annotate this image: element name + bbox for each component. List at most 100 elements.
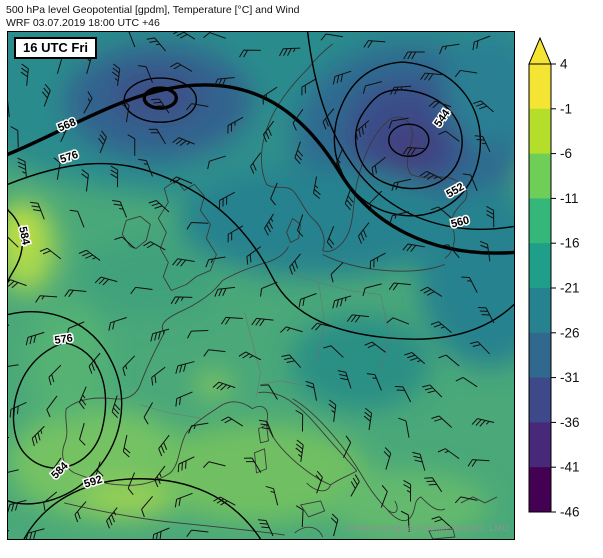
wind-barb — [130, 286, 153, 295]
wind-barb — [330, 513, 339, 537]
wind-barb — [111, 395, 121, 419]
wind-barb — [205, 256, 226, 268]
wind-barb — [355, 120, 370, 140]
wind-barb — [430, 321, 452, 333]
wind-barb — [424, 477, 443, 493]
wind-barb — [138, 65, 153, 83]
wind-barb — [83, 91, 93, 114]
wind-barb — [389, 211, 409, 224]
wind-barb — [388, 282, 411, 291]
wind-barb — [486, 206, 495, 228]
wind-barb — [257, 519, 274, 537]
wind-barb — [175, 361, 195, 374]
bold-geopotential-contour — [8, 83, 514, 255]
wind-barb — [472, 35, 491, 51]
wind-barb — [175, 391, 193, 407]
wind-barb — [9, 401, 27, 418]
wind-barb — [8, 279, 27, 289]
wind-barb — [344, 187, 354, 211]
colorbar-segment — [529, 64, 551, 110]
wind-barb — [186, 103, 209, 111]
colorbar-segment — [529, 108, 551, 155]
wind-barb — [60, 119, 69, 142]
wind-barb — [330, 262, 344, 283]
contour-label: 584 — [16, 226, 32, 247]
wind-barb — [212, 381, 236, 391]
wind-barb — [313, 176, 321, 199]
colorbar-tick-label: -11 — [560, 191, 579, 206]
wind-barb — [337, 370, 352, 389]
wind-barb — [187, 329, 209, 339]
wind-barb — [17, 157, 28, 179]
wind-barb — [280, 326, 303, 333]
wind-barb — [154, 465, 166, 488]
wind-barb — [428, 100, 452, 109]
wind-barb — [127, 472, 136, 496]
wind-barb — [148, 128, 166, 145]
wind-barb — [289, 253, 301, 275]
wind-barb — [8, 364, 19, 376]
wind-barb — [403, 51, 425, 60]
wind-barb — [455, 377, 478, 388]
wind-barb — [146, 37, 166, 52]
wind-barb — [69, 209, 85, 228]
wind-barb — [438, 130, 460, 142]
wind-barb — [279, 47, 301, 57]
map-area: 568 576 584 576 584 592 544 552 560 16 UTC Fri ©… — [7, 31, 515, 540]
wind-barb — [170, 62, 193, 72]
wind-barb — [243, 457, 262, 473]
wind-barb — [207, 155, 226, 170]
wind-barb — [437, 448, 460, 460]
wind-barb — [301, 78, 317, 96]
wind-barb — [454, 496, 478, 504]
colorbar-segment — [529, 422, 551, 468]
wind-barb — [295, 505, 304, 527]
wind-barb — [10, 126, 19, 148]
wind-barb — [79, 422, 86, 446]
wind-barb — [43, 491, 58, 511]
wind-barb — [398, 417, 410, 438]
wind-barb — [122, 355, 136, 377]
wind-barb — [270, 182, 278, 206]
temperature-field — [8, 32, 514, 539]
wind-barb — [440, 244, 460, 259]
wind-barb — [298, 293, 317, 308]
wind-barb — [188, 422, 209, 434]
wind-barb — [88, 352, 101, 374]
wind-barb — [363, 40, 386, 48]
wind-barb — [98, 130, 107, 154]
wind-barb — [250, 152, 262, 174]
wind-barb — [477, 306, 495, 324]
wind-barbs — [8, 32, 495, 539]
wind-barb — [8, 499, 27, 513]
watermark: © Meteorological Institute Munich, LMU — [344, 523, 509, 533]
wind-barb — [186, 222, 209, 230]
wind-barb — [371, 156, 386, 176]
wind-barb — [150, 328, 170, 342]
wind-barb — [357, 222, 370, 244]
wind-barb — [420, 286, 443, 297]
colorbar-tick-label: -21 — [560, 281, 580, 296]
wind-barb — [94, 276, 118, 286]
wind-barb — [474, 135, 491, 153]
colorbar: 4 -1 -6 -11 -16 -21 -26 -31 -36 -41 -46 — [521, 34, 603, 540]
wind-barb — [430, 206, 452, 219]
wind-barb — [391, 178, 412, 191]
wind-barb — [383, 447, 392, 470]
wind-barb — [121, 99, 130, 123]
wind-barb — [141, 495, 153, 518]
wind-barb — [264, 213, 274, 236]
wind-barb — [462, 173, 478, 192]
wind-barb — [402, 243, 425, 252]
wind-barb — [35, 295, 58, 303]
wind-barb — [8, 96, 10, 118]
wind-barb — [471, 418, 495, 427]
wind-barb — [74, 501, 87, 523]
wind-barb — [148, 200, 170, 213]
wind-barb — [265, 485, 279, 506]
colorbar-segment — [529, 332, 551, 379]
colorbar-segment — [529, 377, 551, 423]
colorbar-tick-label: -31 — [560, 370, 580, 385]
wind-barb — [239, 49, 261, 58]
wind-barb — [53, 157, 61, 180]
